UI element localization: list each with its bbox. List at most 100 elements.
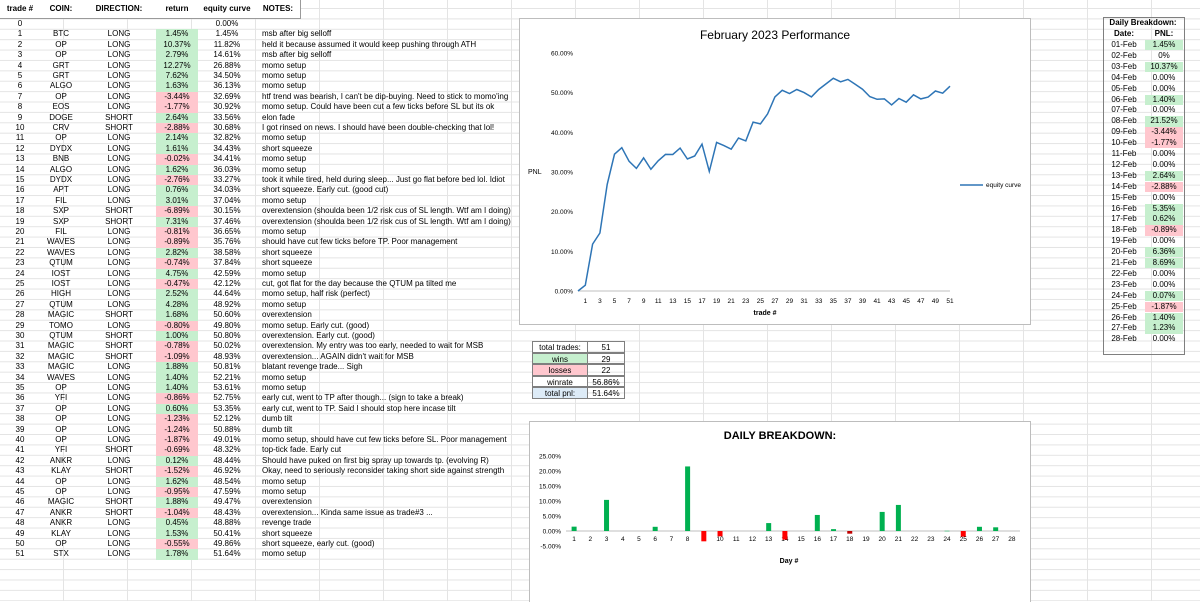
coin-cell[interactable]: SXP (52, 216, 69, 226)
trade-number[interactable]: 50 (15, 539, 25, 548)
note-cell[interactable]: momo setup (262, 133, 307, 143)
note-cell[interactable]: msb after big selloff (262, 29, 332, 39)
note-cell[interactable]: blatant revenge trade... Sigh (262, 362, 363, 372)
direction-cell[interactable]: LONG (107, 237, 131, 247)
daily-date[interactable]: 18-Feb (1111, 225, 1137, 235)
direction-cell[interactable]: LONG (107, 258, 131, 268)
direction-cell[interactable]: SHORT (105, 206, 133, 216)
direction-cell[interactable]: LONG (107, 143, 131, 153)
direction-cell[interactable]: LONG (107, 518, 131, 528)
direction-cell[interactable]: LONG (107, 60, 131, 70)
daily-date[interactable]: 16-Feb (1111, 203, 1137, 213)
direction-cell[interactable]: LONG (107, 102, 131, 112)
trade-number[interactable]: 0 (17, 19, 23, 28)
equity-cell[interactable]: 49.86% (213, 539, 241, 548)
daily-pnl-header[interactable]: PNL: (1154, 29, 1174, 38)
return-cell[interactable]: -0.80% (156, 320, 198, 331)
trade-number[interactable]: 20 (15, 227, 25, 236)
coin-cell[interactable]: ANKR (49, 518, 73, 528)
return-cell[interactable]: 1.62% (156, 164, 198, 175)
daily-date[interactable]: 03-Feb (1111, 61, 1137, 71)
return-cell[interactable]: -0.47% (156, 279, 198, 290)
direction-cell[interactable] (82, 19, 156, 29)
return-cell[interactable]: 1.62% (156, 476, 198, 487)
direction-cell[interactable]: LONG (107, 81, 131, 91)
note-cell[interactable]: overextension. My entry was too early, n… (262, 341, 484, 351)
equity-cell[interactable]: 48.93% (213, 351, 241, 361)
direction-cell[interactable]: LONG (107, 195, 131, 205)
coin-cell[interactable]: WAVES (46, 247, 75, 257)
return-cell[interactable]: -0.55% (156, 539, 198, 550)
note-cell[interactable]: should have cut few ticks before TP. Poo… (262, 237, 458, 247)
return-cell[interactable]: 1.68% (156, 310, 198, 321)
coin-cell[interactable]: KLAY (51, 466, 71, 476)
coin-cell[interactable]: GRT (52, 60, 70, 70)
trade-number[interactable]: 51 (15, 549, 25, 559)
note-cell[interactable]: momo setup (262, 487, 307, 496)
direction-cell[interactable]: SHORT (105, 351, 133, 361)
note-cell[interactable]: momo setup. Early cut. (good) (262, 320, 370, 330)
return-cell[interactable]: 2.52% (156, 289, 198, 300)
direction-cell[interactable]: LONG (107, 164, 131, 174)
equity-cell[interactable]: 50.02% (213, 341, 241, 351)
header-equity-curve[interactable]: equity curve (198, 0, 257, 19)
trade-number[interactable]: 33 (15, 362, 25, 372)
return-cell[interactable]: 7.62% (156, 71, 198, 82)
note-cell[interactable]: early cut, went to TP. Said I should sto… (262, 403, 456, 413)
note-cell[interactable]: momo setup (262, 549, 307, 559)
note-cell[interactable]: Okay, need to seriously reconsider takin… (262, 466, 505, 476)
return-cell[interactable]: 2.14% (156, 133, 198, 144)
daily-breakdown-chart[interactable]: DAILY BREAKDOWN: Day # -5.00% 0.00% 5.00% 1… (529, 421, 1031, 602)
note-cell[interactable]: momo setup (262, 154, 307, 164)
daily-pnl[interactable]: 1.40% (1145, 94, 1183, 105)
trade-number[interactable]: 34 (15, 372, 25, 382)
equity-cell[interactable]: 30.15% (213, 206, 241, 216)
equity-cell[interactable]: 48.92% (213, 299, 241, 309)
daily-pnl[interactable]: -2.88% (1145, 181, 1183, 193)
direction-cell[interactable]: LONG (107, 320, 131, 330)
equity-cell[interactable]: 30.68% (213, 123, 241, 132)
coin-cell[interactable]: TOMO (49, 320, 73, 330)
equity-cell[interactable]: 30.92% (213, 102, 241, 112)
trade-number[interactable]: 41 (15, 445, 25, 455)
daily-pnl[interactable]: 0.00% (1152, 268, 1176, 278)
coin-cell[interactable]: ANKR (49, 507, 73, 517)
note-cell[interactable]: short squeeze (262, 528, 313, 538)
daily-pnl[interactable]: 0.62% (1145, 214, 1183, 225)
trade-number[interactable]: 43 (15, 466, 25, 476)
note-cell[interactable]: momo setup (262, 164, 307, 174)
coin-cell[interactable]: WAVES (46, 237, 75, 247)
direction-cell[interactable]: LONG (107, 424, 131, 434)
trade-number[interactable]: 12 (15, 143, 25, 153)
return-cell[interactable]: -1.24% (156, 424, 198, 435)
trade-number[interactable]: 15 (15, 175, 25, 184)
daily-pnl[interactable]: 8.69% (1145, 258, 1183, 269)
trade-number[interactable]: 30 (15, 331, 25, 340)
coin-cell[interactable]: OP (55, 50, 67, 60)
equity-cell[interactable]: 42.59% (213, 268, 241, 278)
note-cell[interactable]: revenge trade (262, 518, 312, 528)
return-cell[interactable]: 1.61% (156, 143, 198, 155)
note-cell[interactable]: momo setup, half risk (perfect) (262, 289, 371, 299)
return-cell[interactable]: 1.45% (156, 29, 198, 40)
equity-cell[interactable]: 36.13% (213, 81, 241, 91)
return-cell[interactable]: 1.88% (156, 362, 198, 373)
trade-number[interactable]: 48 (15, 518, 25, 528)
direction-cell[interactable]: LONG (107, 268, 131, 278)
coin-cell[interactable]: BTC (53, 29, 69, 39)
direction-cell[interactable]: LONG (107, 383, 131, 392)
direction-cell[interactable]: LONG (107, 435, 131, 444)
trade-number[interactable]: 25 (15, 279, 25, 288)
coin-cell[interactable]: QTUM (49, 331, 73, 340)
direction-cell[interactable]: LONG (107, 71, 131, 80)
equity-cell[interactable]: 42.12% (213, 279, 241, 288)
return-cell[interactable]: 1.53% (156, 528, 198, 539)
stat-label[interactable]: total pnl: (532, 387, 588, 399)
coin-cell[interactable]: OP (55, 487, 67, 496)
direction-cell[interactable]: LONG (107, 39, 131, 49)
direction-cell[interactable]: LONG (107, 528, 131, 538)
direction-cell[interactable]: LONG (107, 29, 131, 39)
daily-date[interactable]: 01-Feb (1111, 40, 1137, 49)
return-cell[interactable]: -0.86% (156, 393, 198, 404)
return-cell[interactable]: 7.31% (156, 216, 198, 227)
